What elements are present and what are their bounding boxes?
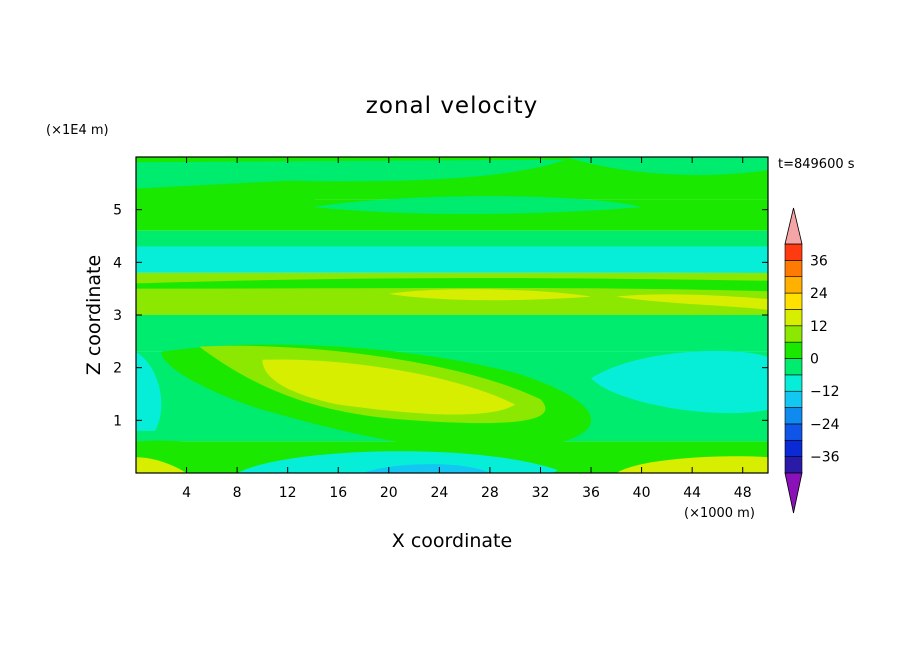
colorbar-under-arrow [784,472,803,514]
y-tick-label: 1 [113,413,122,429]
x-tick-label: 4 [182,485,191,501]
field-blob-upper-cyan [136,159,566,189]
colorbar-segment [784,292,803,310]
x-tick-label: 20 [380,485,398,501]
colorbar-segment [784,390,803,408]
colorbar-segment [784,456,803,474]
x-axis-label: X coordinate [392,530,512,552]
y-axis-label: Z coordinate [83,255,105,375]
x-tick-label: 48 [734,485,752,501]
field-blob-cyan-mid-5 [312,196,642,214]
x-tick-label: 28 [481,485,499,501]
colorbar-segment [784,309,803,327]
chart-title: zonal velocity [366,93,538,119]
colorbar-segment [784,341,803,359]
colorbar-segment [784,374,803,392]
colorbar-over-arrow [784,207,803,245]
colorbar-tick-label: −36 [810,450,840,466]
colorbar-segment [784,276,803,294]
field-blob-cyan-right [591,350,768,414]
colorbar-segment [784,407,803,425]
x-unit-label: (×1000 m) [684,506,755,521]
y-tick-label: 5 [113,203,122,219]
y-tick-label: 2 [113,361,122,377]
y-tick-label: 3 [113,308,122,324]
x-axis: 4 8 12 16 20 24 28 32 36 40 44 48 [182,157,752,501]
x-tick-label: 32 [532,485,550,501]
colorbar: 36 24 12 0 −12 −24 −36 [784,207,840,514]
field-blob-yellow-3.3 [388,289,592,301]
colorbar-segment [784,423,803,441]
field-blob-yellow-core [262,359,516,415]
field-blob-green-3.6 [136,278,768,292]
colorbar-tick-label: 0 [810,352,819,368]
y-tick-label: 4 [113,255,122,271]
colorbar-segment [784,439,803,457]
x-tick-label: 44 [683,485,701,501]
x-tick-label: 24 [430,485,448,501]
x-tick-label: 40 [633,485,651,501]
field-blob-cyan-left [136,351,162,431]
field-blob-green-left [136,189,334,221]
x-tick-label: 12 [279,485,297,501]
y-unit-label: (×1E4 m) [46,123,109,138]
field-region-band-4.4 [136,230,768,247]
field-blob-lower-right-yellow [616,456,768,473]
colorbar-tick-label: −12 [810,384,840,400]
time-label: t=849600 s [778,157,855,172]
field-blob-yellow-3.3-right [616,294,768,310]
colorbar-segment [784,243,803,261]
contour-field [136,157,768,473]
colorbar-segment [784,325,803,343]
colorbar-segment [784,260,803,278]
field-blob-lower-blue [363,464,490,473]
field-blob-lower-left-yellow [136,457,187,473]
colorbar-tick-label: −24 [810,417,840,433]
field-blob-cyan-3.9 [136,249,768,273]
colorbar-tick-label: 24 [810,286,828,302]
y-axis: 1 2 3 4 5 [113,203,768,429]
x-tick-label: 36 [582,485,600,501]
x-tick-label: 8 [233,485,242,501]
colorbar-tick-label: 36 [810,253,828,269]
x-tick-label: 16 [329,485,347,501]
colorbar-tick-label: 12 [810,319,828,335]
field-blob-lower-cyan [237,451,566,473]
colorbar-segment [784,358,803,376]
field-blob-cyan-top-right [565,157,768,175]
